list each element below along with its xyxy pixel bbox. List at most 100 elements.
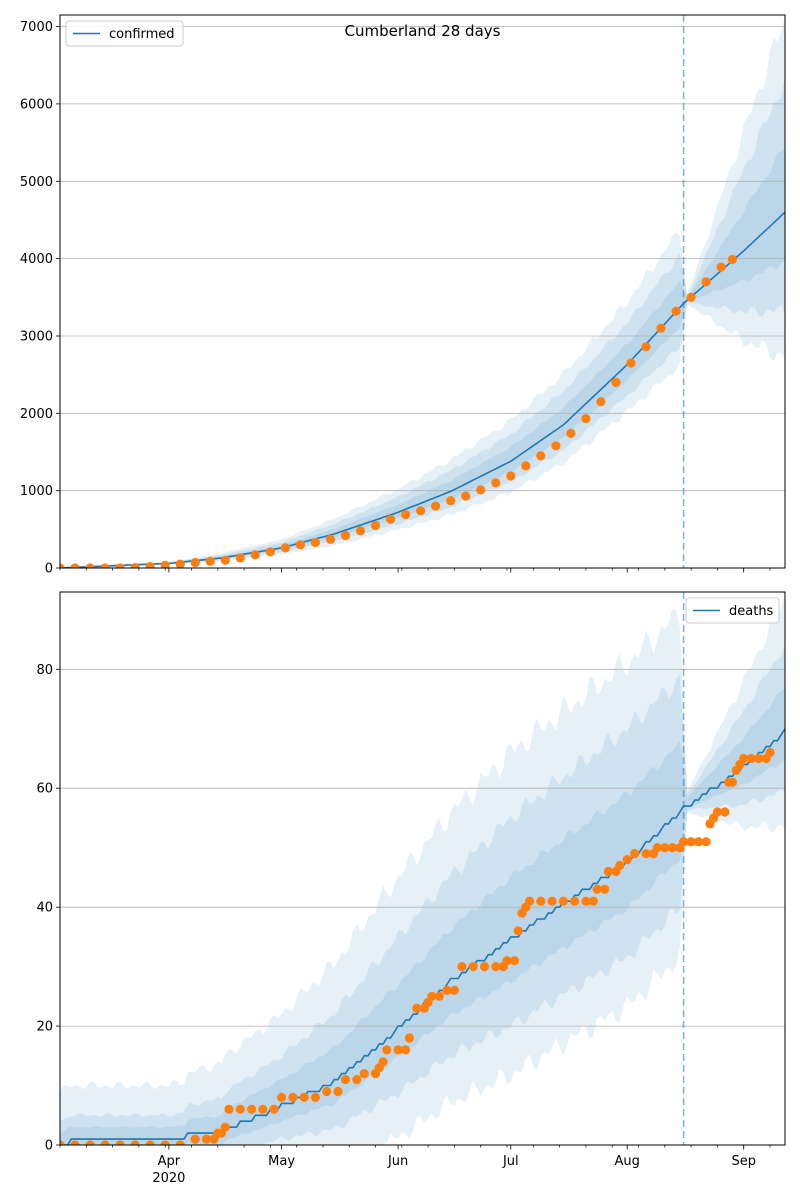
observed-point bbox=[442, 985, 452, 996]
observed-point bbox=[581, 414, 591, 424]
observed-point bbox=[626, 358, 636, 368]
observed-point bbox=[378, 1057, 388, 1067]
observed-point bbox=[70, 563, 80, 568]
y-tick-label: 4000 bbox=[20, 252, 53, 267]
observed-point bbox=[265, 547, 275, 557]
observed-point bbox=[509, 956, 520, 966]
legend: confirmed bbox=[65, 20, 184, 47]
observed-point bbox=[386, 514, 396, 524]
observed-point bbox=[461, 491, 471, 501]
observed-point bbox=[603, 866, 614, 877]
observed-point bbox=[280, 543, 290, 553]
observed-point bbox=[558, 896, 569, 906]
observed-point bbox=[355, 526, 366, 536]
observed-point bbox=[449, 985, 459, 996]
observed-point bbox=[513, 926, 523, 936]
observed-point bbox=[60, 563, 65, 568]
observed-point bbox=[427, 991, 437, 1001]
observed-point bbox=[190, 558, 200, 568]
x-tick-label: May bbox=[268, 1154, 295, 1169]
observed-point bbox=[205, 556, 215, 567]
observed-point bbox=[588, 896, 599, 906]
x-axis: Apr 2020 May Jun Jul Aug Sep bbox=[59, 1145, 771, 1186]
observed-point bbox=[570, 896, 580, 906]
observed-point bbox=[100, 563, 110, 568]
x-tick-sublabel: 2020 bbox=[152, 1171, 185, 1186]
observed-point bbox=[288, 1092, 298, 1102]
confidence-band-1 bbox=[60, 15, 785, 568]
observed-point bbox=[224, 1104, 234, 1114]
observed-point bbox=[269, 1104, 279, 1114]
observed-point bbox=[340, 1075, 351, 1085]
observed-point bbox=[679, 837, 689, 847]
observed-point bbox=[611, 377, 621, 387]
legend-label: confirmed bbox=[109, 27, 175, 42]
observed-point bbox=[536, 451, 546, 461]
observed-point bbox=[299, 1092, 309, 1102]
observed-points bbox=[60, 254, 738, 568]
observed-point bbox=[596, 397, 606, 407]
observed-point bbox=[652, 843, 662, 853]
y-grid: 0 1000 2000 3000 4000 5000 6000 7000 bbox=[20, 20, 785, 577]
legend-label: deaths bbox=[729, 604, 774, 619]
observed-point bbox=[656, 323, 666, 333]
observed-point bbox=[660, 843, 670, 853]
confidence-band-3 bbox=[60, 149, 785, 568]
observed-point bbox=[416, 506, 426, 516]
chart-title: Cumberland 28 days bbox=[345, 22, 501, 40]
observed-point bbox=[70, 1140, 80, 1145]
observed-point bbox=[325, 534, 336, 545]
observed-point bbox=[746, 753, 756, 764]
legend-box bbox=[685, 597, 780, 624]
x-tick-label: Jun bbox=[387, 1154, 408, 1169]
observed-point bbox=[506, 471, 516, 481]
observed-point bbox=[547, 896, 557, 906]
y-tick-label: 2000 bbox=[20, 407, 53, 422]
y-tick-label: 6000 bbox=[20, 97, 53, 112]
observed-point bbox=[100, 1140, 110, 1145]
observed-point bbox=[712, 807, 723, 817]
x-axis bbox=[59, 568, 771, 573]
y-tick-label: 0 bbox=[45, 1139, 53, 1154]
observed-point bbox=[352, 1075, 362, 1085]
y-tick-label: 3000 bbox=[20, 330, 53, 345]
observed-point bbox=[201, 1134, 212, 1144]
confidence-band-2 bbox=[60, 643, 785, 1145]
observed-point bbox=[220, 555, 230, 565]
y-tick-label: 0 bbox=[45, 562, 53, 577]
observed-point bbox=[622, 855, 632, 865]
deaths-chart: 0 20 40 60 80 Apr 2020 May Jun Jul Aug Sep deaths bbox=[36, 591, 786, 1186]
x-tick-label: Jul bbox=[502, 1154, 519, 1169]
observed-point bbox=[686, 292, 696, 302]
confidence-band-1 bbox=[60, 595, 785, 1145]
observed-point bbox=[160, 560, 170, 568]
observed-point bbox=[720, 807, 730, 817]
observed-point bbox=[250, 550, 260, 560]
observed-point bbox=[190, 1134, 200, 1144]
x-tick-label: Aug bbox=[615, 1154, 640, 1169]
observed-point bbox=[277, 1092, 287, 1102]
observed-point bbox=[716, 262, 726, 272]
observed-point bbox=[615, 860, 625, 871]
plot-frame bbox=[59, 591, 786, 1146]
observed-point bbox=[434, 991, 444, 1001]
observed-point bbox=[130, 1140, 140, 1145]
y-tick-label: 80 bbox=[36, 663, 53, 678]
observed-point bbox=[491, 962, 501, 972]
x-tick-label: Sep bbox=[731, 1154, 756, 1169]
y-tick-label: 40 bbox=[36, 901, 53, 916]
observed-point bbox=[551, 441, 561, 451]
observed-point bbox=[521, 461, 531, 471]
observed-point bbox=[694, 837, 704, 847]
observed-point bbox=[145, 561, 155, 568]
y-tick-label: 60 bbox=[36, 782, 53, 797]
observed-point bbox=[671, 306, 681, 316]
observed-point bbox=[412, 1003, 422, 1013]
observed-point bbox=[404, 1033, 414, 1043]
observed-point bbox=[60, 1140, 65, 1145]
observed-point bbox=[727, 254, 738, 264]
observed-point bbox=[359, 1069, 369, 1079]
confirmed-chart: 0 1000 2000 3000 4000 5000 6000 7000 Cumberland … bbox=[20, 14, 786, 577]
observed-point bbox=[765, 747, 775, 758]
